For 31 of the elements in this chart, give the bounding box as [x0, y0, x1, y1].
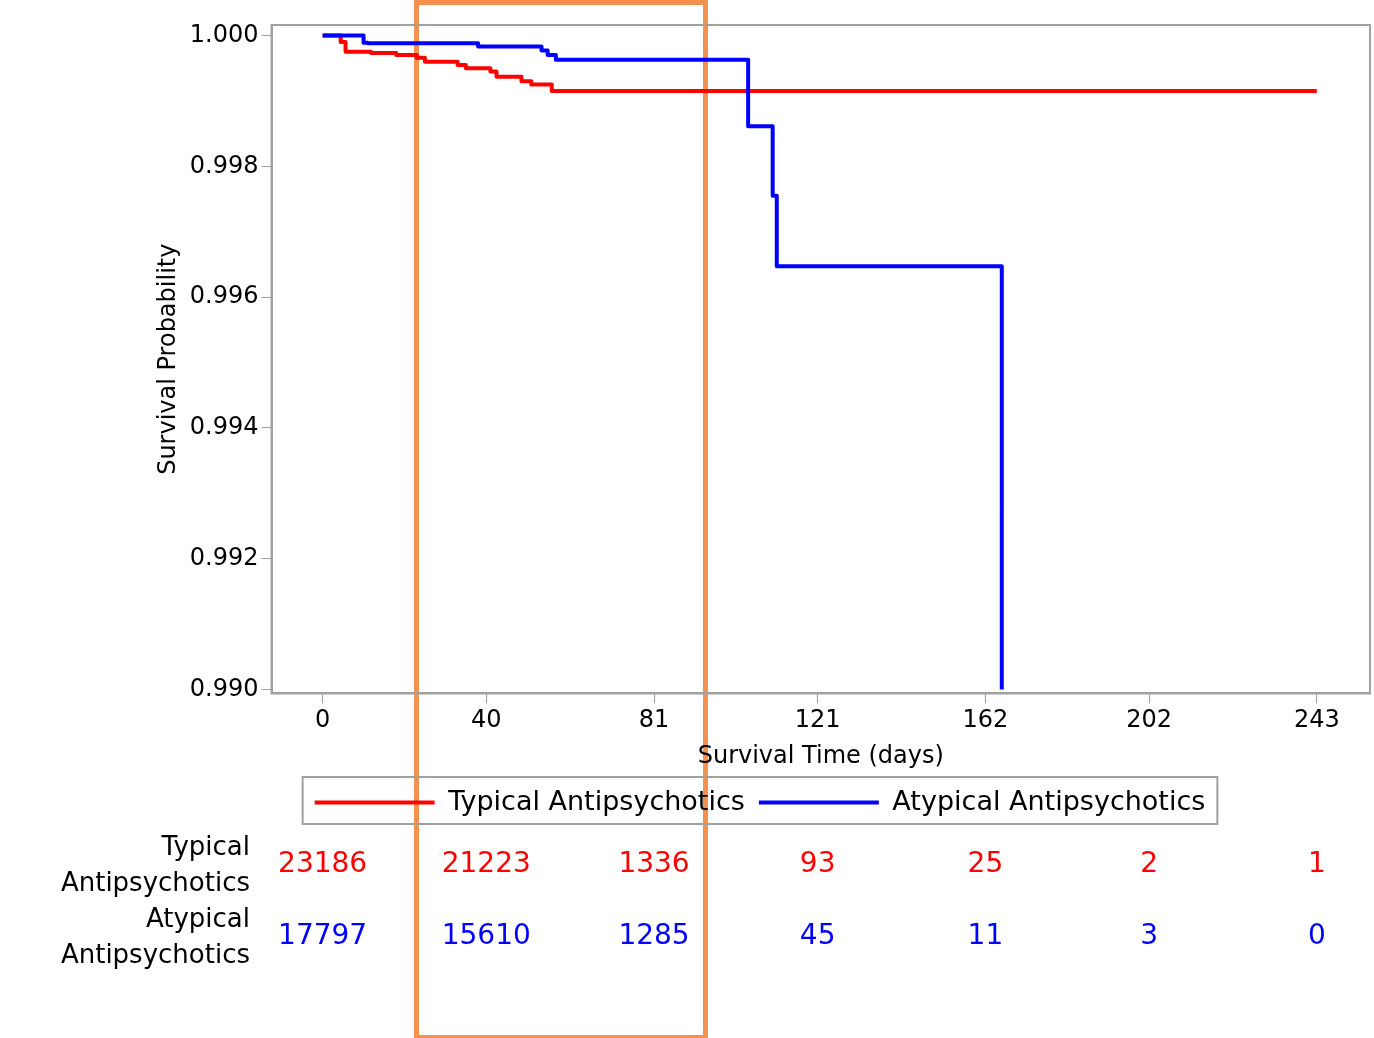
text: 1336	[618, 846, 690, 879]
text: 1285	[618, 918, 690, 951]
y-tick-label: 0.996	[189, 281, 259, 310]
y-tick-label: 0.998	[189, 150, 259, 179]
legend-label: Atypical Antipsychotics	[892, 784, 1206, 816]
text: 17797	[278, 918, 368, 951]
y-axis-title: Survival Probability	[152, 243, 181, 475]
text: Typical Antipsychotics	[59, 830, 250, 899]
text: 93	[799, 846, 836, 879]
y-tick-label: 0.992	[189, 542, 259, 571]
x-tick-label: 202	[1126, 705, 1172, 734]
y-tick-label: 0.994	[189, 412, 259, 441]
text: 11	[967, 918, 1004, 951]
text: 23186	[278, 846, 368, 879]
text: Atypical Antipsychotics	[59, 902, 250, 971]
text: 45	[799, 918, 836, 951]
text: 0	[1307, 918, 1326, 951]
x-tick-label: 81	[638, 705, 670, 734]
text: 3	[1140, 918, 1158, 951]
text: 21223	[441, 846, 531, 879]
y-tick-label: 0.990	[189, 673, 259, 702]
text: 1	[1307, 846, 1326, 879]
x-tick-label: 0	[315, 705, 331, 734]
text: 2	[1140, 846, 1158, 879]
x-tick-label: 243	[1293, 705, 1340, 734]
x-tick-label: 40	[471, 705, 502, 734]
text: 25	[967, 846, 1004, 879]
x-tick-label: 162	[962, 705, 1009, 734]
text: 15610	[441, 918, 531, 951]
y-tick-label: 1.000	[189, 19, 259, 48]
x-tick-label: 121	[794, 705, 841, 734]
